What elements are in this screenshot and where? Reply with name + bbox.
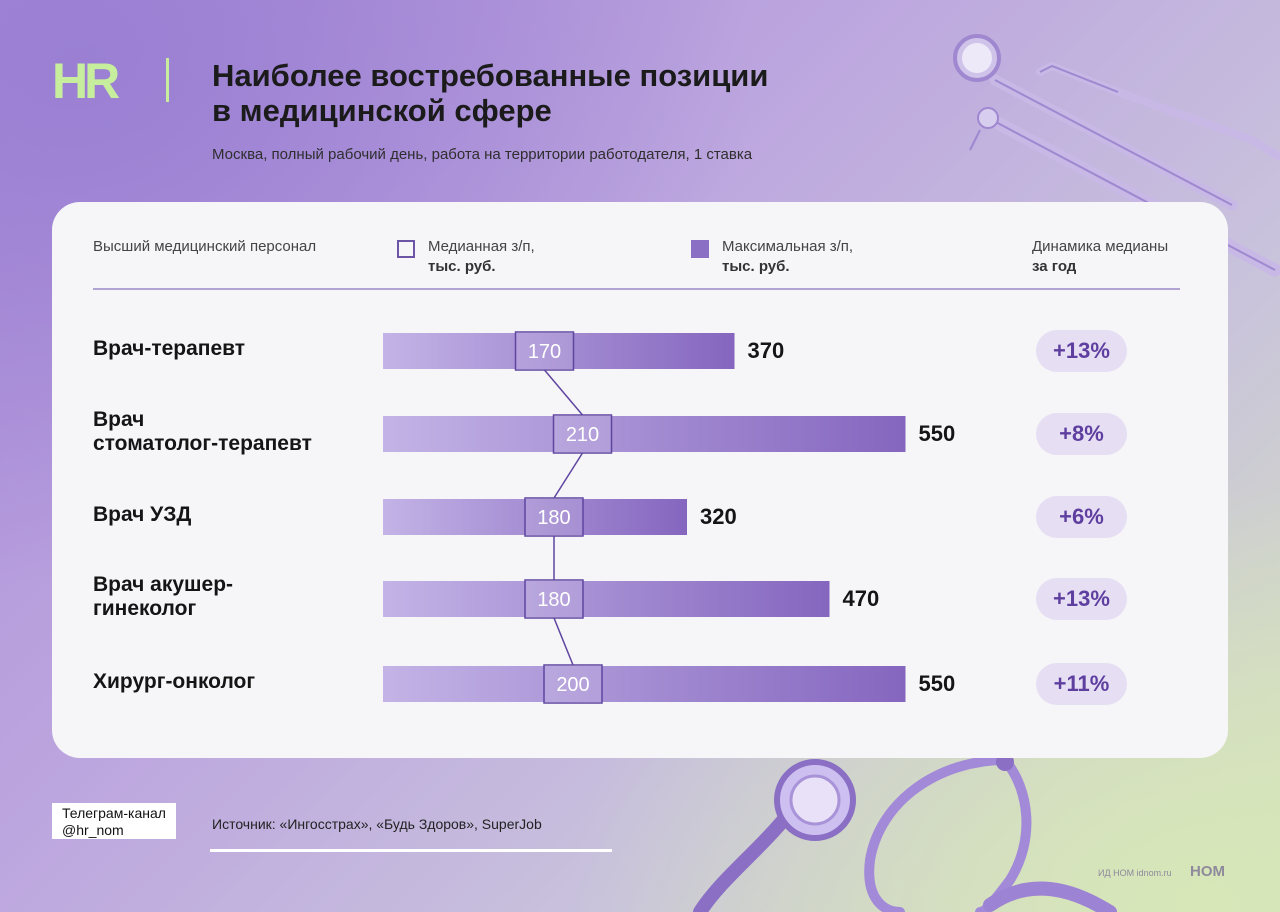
median-value-label: 180 — [537, 507, 570, 529]
max-value-label: 320 — [700, 504, 737, 529]
source-underline — [210, 849, 612, 852]
dental-mirror-icon — [953, 34, 1238, 211]
header-category: Высший медицинский персонал — [93, 238, 317, 255]
category-label: Хирург-онколог — [93, 670, 255, 694]
dynamics-badge: +6% — [1036, 496, 1127, 538]
max-salary-bar — [383, 333, 735, 369]
footer-logo: НОМ — [1190, 863, 1225, 880]
legend-max-swatch — [691, 240, 709, 258]
category-label: Врач акушер-гинеколог — [93, 573, 233, 621]
max-salary-bar — [383, 666, 906, 702]
category-label-line: Врач УЗД — [93, 503, 192, 526]
median-value-label: 200 — [556, 674, 589, 696]
header-max-line1: Максимальная з/п, — [722, 238, 854, 255]
dynamics-badge: +13% — [1036, 578, 1127, 620]
header-dynamics-line1: Динамика медианы — [1032, 238, 1169, 255]
header-median-line1: Медианная з/п, — [428, 238, 535, 255]
telegram-tag-line2: @hr_nom — [62, 822, 124, 838]
category-label-line: Хирург-онколог — [93, 670, 256, 693]
max-value-label: 550 — [918, 421, 956, 446]
category-label: Врач УЗД — [93, 503, 191, 527]
max-salary-bar — [383, 581, 830, 617]
telegram-tag[interactable]: Телеграм-канал @hr_nom — [52, 803, 176, 839]
median-marker — [524, 497, 584, 537]
logo-divider — [166, 58, 169, 102]
title-line-2: в медицинской сфере — [212, 93, 552, 128]
page-title: Наиболее востребованные позиции в медици… — [212, 58, 892, 128]
median-connector — [553, 617, 574, 666]
category-label: Врач-терапевт — [93, 337, 245, 361]
max-value-label: 370 — [747, 338, 785, 363]
median-marker — [514, 331, 575, 371]
median-marker — [552, 414, 613, 454]
median-marker — [543, 664, 603, 704]
header-median: Медианная з/п, тыс. руб. — [428, 237, 535, 277]
max-salary-bar — [383, 499, 687, 535]
category-label-line: Врач акушер- — [93, 573, 234, 596]
footer-publisher: ИД НОМ idnom.ru — [1098, 868, 1172, 878]
header-max-line2: тыс. руб. — [722, 258, 790, 275]
max-value-label: 550 — [918, 671, 956, 696]
source-note: Источник: «Ингосстрах», «Будь Здоров», S… — [212, 816, 542, 832]
category-label-line: Врач — [93, 408, 145, 431]
dynamics-badge: +11% — [1036, 663, 1127, 705]
stethoscope-icon — [693, 753, 1117, 912]
category-label: Врач стоматолог-терапевт — [93, 408, 312, 456]
median-marker — [524, 579, 584, 619]
dental-probe-icon — [1036, 61, 1280, 160]
category-label-line: гинеколог — [93, 597, 197, 620]
telegram-tag-line1: Телеграм-канал — [62, 805, 166, 821]
header-max: Максимальная з/п, тыс. руб. — [722, 237, 853, 277]
median-connector — [543, 369, 584, 416]
hr-logo: HR — [52, 53, 120, 109]
page-subtitle: Москва, полный рабочий день, работа на т… — [212, 146, 753, 163]
chart-card — [52, 202, 1228, 758]
header-dynamics-line2: за год — [1032, 258, 1077, 275]
dynamics-badge: +8% — [1036, 413, 1127, 455]
median-connector — [553, 452, 584, 499]
title-line-1: Наиболее востребованные позиции — [212, 58, 769, 93]
header-divider — [93, 288, 1180, 290]
dynamics-badge: +13% — [1036, 330, 1127, 372]
legend-median-swatch — [397, 240, 415, 258]
max-salary-bar — [383, 416, 906, 452]
category-label-line: Врач-терапевт — [93, 337, 246, 360]
median-value-label: 180 — [537, 589, 570, 611]
header-dynamics: Динамика медианы за год — [1032, 237, 1168, 277]
category-label-line: стоматолог-терапевт — [93, 432, 312, 455]
median-value-label: 170 — [528, 341, 561, 363]
median-value-label: 210 — [566, 424, 599, 446]
max-value-label: 470 — [842, 586, 880, 611]
header-median-line2: тыс. руб. — [428, 258, 496, 275]
